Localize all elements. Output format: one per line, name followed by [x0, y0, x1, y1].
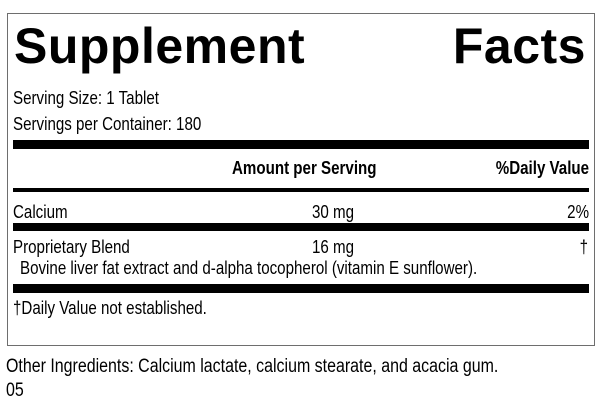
title-word-supplement: Supplement: [14, 18, 306, 74]
panel-title: Supplement Facts: [14, 18, 586, 74]
divider-thick: [13, 223, 589, 231]
nutrient-amount: 30 mg: [312, 202, 355, 222]
nutrient-amount: 16 mg: [312, 237, 355, 257]
nutrient-daily-value: †: [579, 237, 588, 257]
header-amount-per-serving: Amount per Serving: [232, 158, 377, 178]
divider-medium: [13, 188, 589, 192]
nutrient-name: Calcium: [13, 202, 68, 222]
servings-per-container: Servings per Container: 180: [13, 114, 202, 134]
footnote: †Daily Value not established.: [13, 298, 207, 318]
blend-description: Bovine liver fat extract and d-alpha toc…: [20, 258, 478, 278]
product-code: 05: [6, 380, 24, 401]
nutrient-name: Proprietary Blend: [13, 237, 130, 257]
title-word-facts: Facts: [452, 18, 586, 74]
nutrient-daily-value: 2%: [567, 202, 589, 222]
divider-thick: [13, 140, 589, 149]
serving-size: Serving Size: 1 Tablet: [13, 88, 159, 108]
other-ingredients: Other Ingredients: Calcium lactate, calc…: [6, 356, 499, 377]
divider-thick: [13, 284, 589, 293]
header-daily-value: %Daily Value: [495, 158, 589, 178]
supplement-facts-panel: Supplement Facts Serving Size: 1 Tablet …: [7, 13, 595, 346]
